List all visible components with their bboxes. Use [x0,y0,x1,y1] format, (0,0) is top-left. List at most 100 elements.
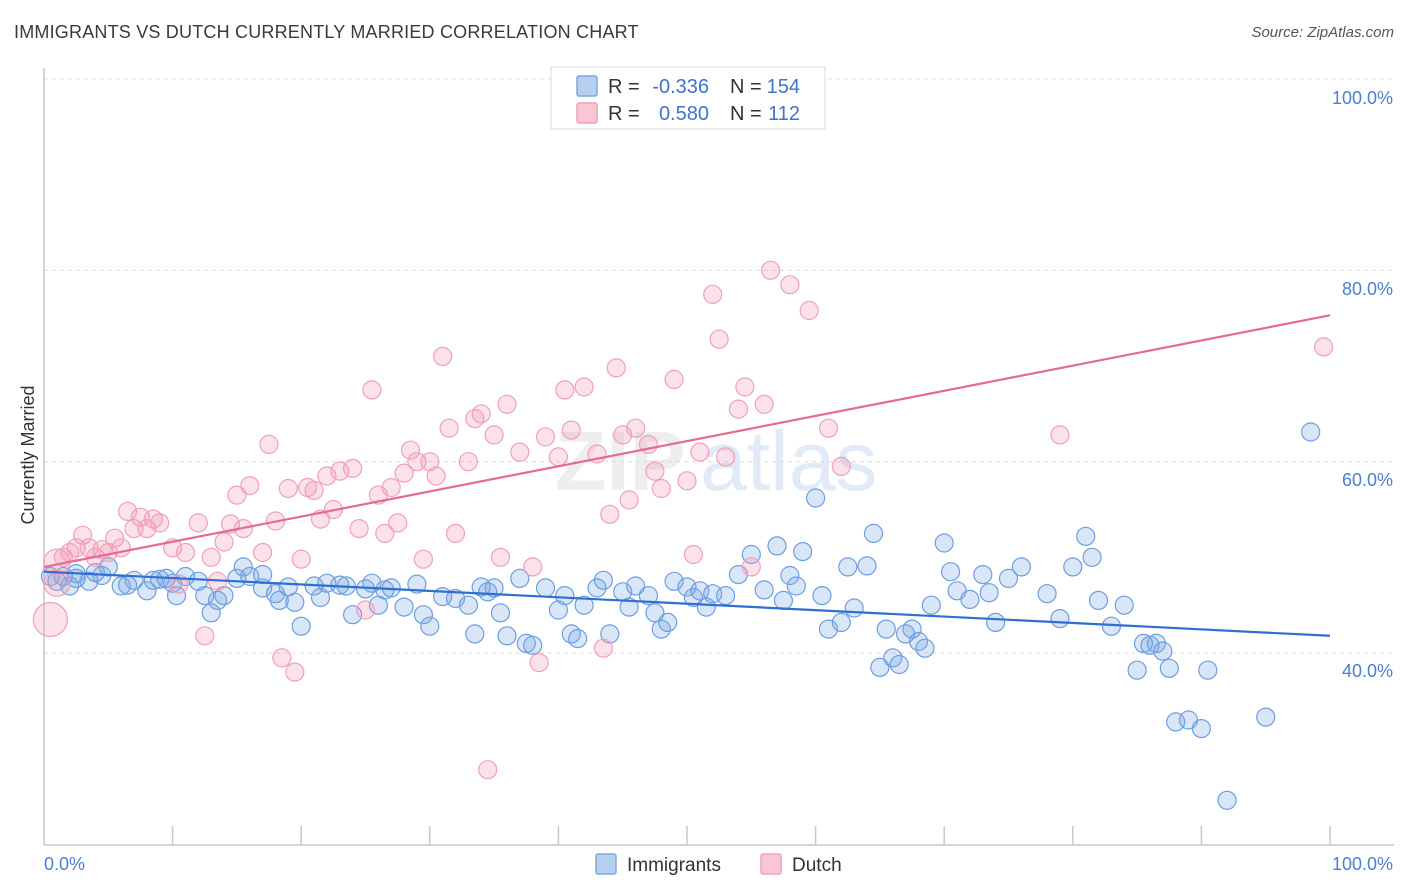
dutch-trend-line [43,314,1331,568]
immigrants-point [1011,557,1032,577]
immigrants-point [1114,595,1134,615]
immigrants-point [548,600,569,620]
dutch-point [291,549,311,569]
dutch-point [375,523,395,544]
x-tick-label-100: 100.0% [1332,854,1393,874]
dutch-point [625,418,646,438]
immigrants-point [523,635,543,655]
immigrants-point [253,564,273,585]
legend-swatch-immigrants [576,75,598,97]
immigrants-point [166,585,187,606]
legend-r-label-dutch: R = [608,103,640,125]
immigrants-point [1146,633,1167,654]
immigrants-point [838,557,858,577]
immigrants-point [1191,718,1212,739]
immigrants-point [137,581,157,601]
dutch-points [32,260,1334,780]
immigrants-point [420,616,440,636]
dutch-point [43,569,71,597]
immigrants-point [587,578,607,598]
bottom-legend-swatch-dutch [760,853,782,875]
immigrants-point [889,654,909,675]
dutch-point [600,504,620,524]
bottom-legend-label-immigrants: Immigrants [627,855,721,876]
immigrants-point [658,612,678,633]
immigrants-point [458,595,478,615]
immigrants-point [1217,790,1237,810]
immigrants-point [1050,608,1070,629]
immigrants-point [201,603,221,623]
dutch-point [529,652,549,673]
immigrants-point [619,597,639,617]
dutch-point [497,394,517,414]
legend-swatch-dutch [576,102,598,124]
immigrants-point [269,590,289,611]
dutch-point [137,518,157,539]
dutch-point [304,480,324,500]
immigrants-point [934,533,954,553]
dutch-point [490,547,511,567]
x-tick-label-0: 0.0% [44,854,85,874]
immigrants-point [1037,584,1057,604]
dutch-point [1313,337,1334,357]
dutch-point [214,532,234,552]
dutch-point [355,600,376,620]
dutch-point [728,399,749,419]
immigrants-point [780,565,800,586]
immigrants-point [214,585,234,606]
dutch-point [394,463,414,483]
immigrants-point [979,583,999,603]
immigrants-point [638,585,659,606]
dutch-point [799,300,819,321]
dutch-point [285,662,305,682]
dutch-point [349,518,369,539]
dutch-point [433,346,453,366]
immigrants-point [940,562,961,582]
dutch-point [388,513,408,533]
dutch-point [117,501,138,521]
dutch-point [188,513,208,533]
dutch-point [780,275,800,295]
dutch-point [72,525,93,545]
dutch-point [381,477,401,498]
immigrants-point [1063,557,1083,577]
immigrants-point [291,616,311,636]
dutch-point [420,452,440,472]
immigrants-point [857,556,877,576]
immigrants-point [413,605,433,625]
bottom-legend-label-dutch: Dutch [792,855,842,876]
dutch-point [683,544,704,565]
immigrants-point [195,585,215,606]
legend: R = -0.336 N = 154 R = 0.580 N = 112 [550,66,826,130]
chart-title: IMMIGRANTS VS DUTCH CURRENTLY MARRIED CO… [14,22,639,42]
dutch-point [471,404,491,424]
dutch-point [445,523,466,544]
immigrants-point [233,557,253,577]
immigrants-point [175,566,196,587]
immigrants-point [285,592,305,612]
dutch-point [439,418,459,438]
dutch-point [278,478,298,499]
dutch-point [253,542,273,563]
dutch-point [619,490,639,510]
source-credit: Source: ZipAtlas.com [1251,24,1394,41]
dutch-point [150,513,170,533]
dutch-point [220,514,241,534]
immigrants-point [625,576,646,596]
immigrants-point [921,595,941,615]
dutch-point [458,452,478,472]
immigrants-point [870,657,890,678]
immigrants-point [773,590,794,611]
immigrants-point [1198,660,1218,680]
dutch-point [195,626,215,646]
dutch-point [831,456,851,476]
dutch-point [484,425,504,445]
dutch-point [413,549,433,569]
legend-r-value-immigrants: -0.336 [652,76,709,98]
dutch-point [400,440,421,460]
immigrants-point [786,576,806,596]
immigrants-point [1076,526,1096,546]
immigrants-point [876,619,896,639]
dutch-point [645,461,665,481]
immigrants-point [593,570,614,590]
